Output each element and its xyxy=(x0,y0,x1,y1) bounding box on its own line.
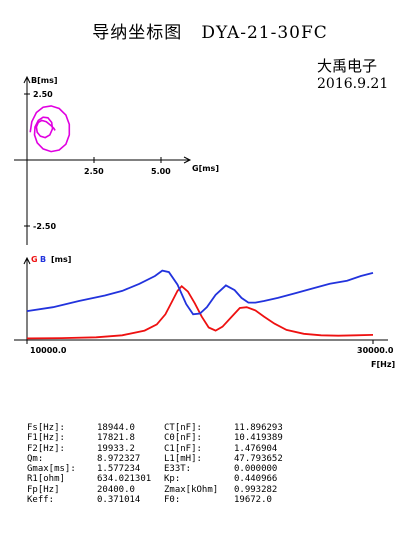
param-value: 0.000000 xyxy=(234,464,278,475)
param-row: Fp[Hz] 20400.0 Zmax[kOhm] 0.993282 xyxy=(27,485,314,495)
param-row: Qm: 8.972327 L1[mH]: 47.793652 xyxy=(27,454,314,464)
parameter-table: Fs[Hz]: 18944.0 CT[nF]: 11.896293 F1[Hz]: 178… xyxy=(27,423,314,505)
param-label: C0[nF]: xyxy=(164,433,202,444)
param-row: R1[ohm] 634.021301 Kp: 0.440966 xyxy=(27,474,314,484)
b-tick-label: 2.50 xyxy=(33,90,53,99)
param-value: 19672.0 xyxy=(234,495,272,506)
g-legend-label: G xyxy=(31,255,38,264)
y-axis-arrow xyxy=(23,256,31,265)
b-axis-label: B[ms] xyxy=(31,76,58,85)
param-value: 20400.0 xyxy=(97,484,135,495)
param-value: 634.021301 xyxy=(97,474,152,485)
param-row: F2[Hz]: 19933.2 C1[nF]: 1.476904 xyxy=(27,444,314,454)
param-row: Gmax[ms]: 1.577234 E33T: 0.000000 xyxy=(27,464,314,474)
param-label: Qm: xyxy=(27,453,44,464)
param-label: F2[Hz]: xyxy=(27,443,65,454)
param-value: 0.440966 xyxy=(234,474,278,485)
param-row: F1[Hz]: 17821.8 C0[nF]: 10.419389 xyxy=(27,433,314,443)
param-label: E33T: xyxy=(164,464,192,475)
param-value: 0.993282 xyxy=(234,484,278,495)
param-label: Fp[Hz] xyxy=(27,484,60,495)
param-label: L1[mH]: xyxy=(164,453,202,464)
param-label: Zmax[kOhm] xyxy=(164,484,219,495)
g-tick-label: 5.00 xyxy=(151,167,171,176)
b-tick-label: -2.50 xyxy=(33,222,56,231)
g-axis-label: G[ms] xyxy=(192,164,219,173)
b-legend-label: B xyxy=(40,255,46,264)
report-date: 2016.9.21 xyxy=(317,76,389,92)
param-label: Fs[Hz]: xyxy=(27,423,65,433)
param-value: 11.896293 xyxy=(234,423,283,433)
param-value: 8.972327 xyxy=(97,453,141,464)
param-value: 47.793652 xyxy=(234,453,283,464)
b-curve xyxy=(26,269,374,316)
param-label: CT[nF]: xyxy=(164,423,202,433)
param-label: R1[ohm] xyxy=(27,474,65,485)
param-label: Kp: xyxy=(164,474,181,485)
param-label: Gmax[ms]: xyxy=(27,464,76,475)
page-title: 导纳坐标图 DYA-21-30FC xyxy=(92,23,328,43)
admittance-loop xyxy=(29,105,71,153)
f-axis-label: F[Hz] xyxy=(371,360,395,369)
param-value: 18944.0 xyxy=(97,423,135,433)
param-label: C1[nF]: xyxy=(164,443,202,454)
g-tick-label: 2.50 xyxy=(84,167,104,176)
param-label: F0: xyxy=(164,495,181,506)
param-label: F1[Hz]: xyxy=(27,433,65,444)
param-label: Keff: xyxy=(27,495,55,506)
param-value: 17821.8 xyxy=(97,433,135,444)
g-curve xyxy=(26,284,374,340)
param-value: 0.371014 xyxy=(97,495,141,506)
param-row: Keff: 0.371014 F0: 19672.0 xyxy=(27,495,314,505)
f-tick-label: 10000.0 xyxy=(30,346,67,355)
f-tick-label: 30000.0 xyxy=(357,346,394,355)
param-value: 1.577234 xyxy=(97,464,141,475)
vendor-name: 大禹电子 xyxy=(317,57,378,75)
b-axis-arrow xyxy=(23,75,31,84)
param-value: 1.476904 xyxy=(234,443,278,454)
param-value: 10.419389 xyxy=(234,433,283,444)
param-row: Fs[Hz]: 18944.0 CT[nF]: 11.896293 xyxy=(27,423,314,433)
y-unit-label: [ms] xyxy=(51,255,71,264)
g-axis-arrow xyxy=(183,156,192,164)
param-value: 19933.2 xyxy=(97,443,135,454)
